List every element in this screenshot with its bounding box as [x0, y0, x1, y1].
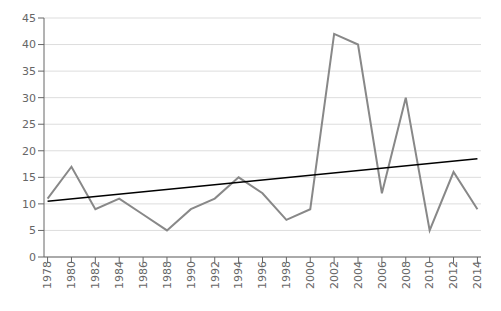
svg-text:1978: 1978	[41, 261, 54, 289]
svg-text:2010: 2010	[423, 261, 436, 289]
svg-text:2002: 2002	[328, 261, 341, 289]
svg-text:0: 0	[29, 251, 36, 264]
svg-text:1992: 1992	[209, 261, 222, 289]
svg-text:2014: 2014	[471, 261, 484, 289]
svg-text:1990: 1990	[185, 261, 198, 289]
svg-text:5: 5	[29, 224, 36, 237]
svg-text:45: 45	[22, 12, 36, 25]
svg-text:2006: 2006	[376, 261, 389, 289]
svg-text:2000: 2000	[304, 261, 317, 289]
svg-text:1984: 1984	[113, 261, 126, 289]
svg-text:2012: 2012	[447, 261, 460, 289]
svg-text:1986: 1986	[137, 261, 150, 289]
svg-text:1980: 1980	[65, 261, 78, 289]
svg-text:1988: 1988	[161, 261, 174, 289]
svg-text:2008: 2008	[400, 261, 413, 289]
svg-text:40: 40	[22, 38, 36, 51]
svg-text:1982: 1982	[89, 261, 102, 289]
svg-text:35: 35	[22, 65, 36, 78]
svg-text:1994: 1994	[232, 261, 245, 289]
svg-text:10: 10	[22, 198, 36, 211]
svg-text:1996: 1996	[256, 261, 269, 289]
svg-text:20: 20	[22, 145, 36, 158]
svg-text:25: 25	[22, 118, 36, 131]
svg-text:15: 15	[22, 171, 36, 184]
svg-text:2004: 2004	[352, 261, 365, 289]
svg-text:1998: 1998	[280, 261, 293, 289]
svg-text:30: 30	[22, 92, 36, 105]
